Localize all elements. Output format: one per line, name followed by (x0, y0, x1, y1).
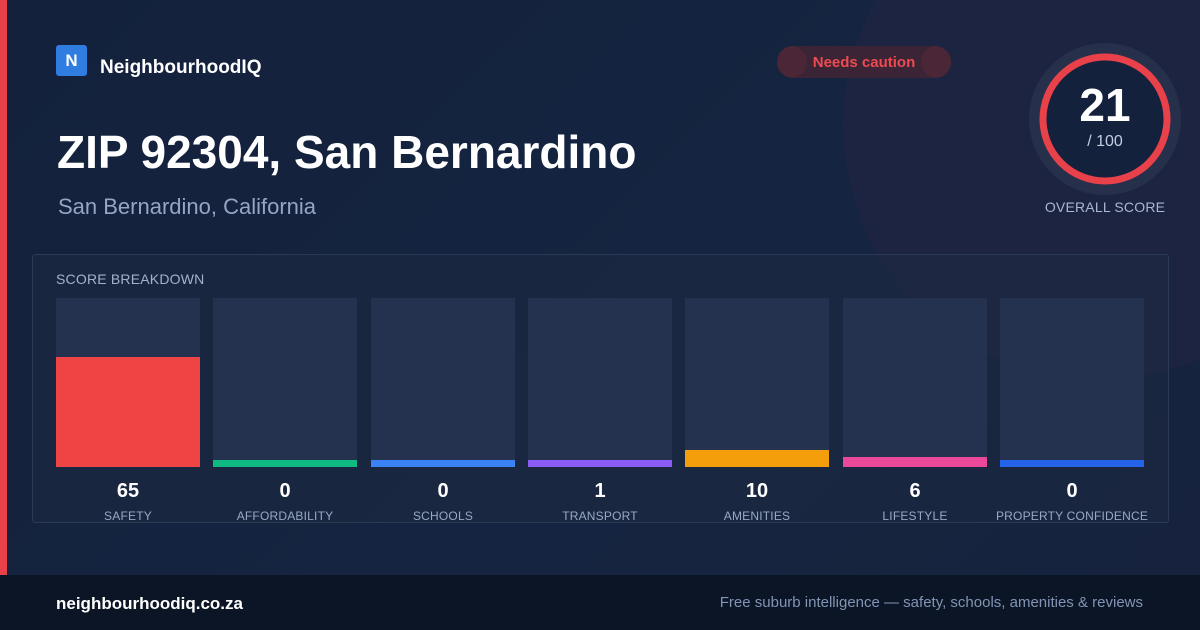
score-ring-stroke (1039, 53, 1171, 185)
bar-track (213, 298, 357, 467)
bar-label: AMENITIES (723, 509, 791, 523)
bar-fill (56, 357, 200, 467)
bar-value: 0 (437, 480, 449, 502)
bar-fill (843, 457, 987, 467)
bar-track (371, 298, 515, 467)
brand-name: NeighbourhoodIQ (100, 57, 262, 78)
footer-tagline: Free suburb intelligence — safety, schoo… (719, 594, 1143, 611)
page-subtitle: San Bernardino, California (58, 194, 317, 219)
bar-track (685, 298, 829, 467)
bar-fill (528, 460, 672, 467)
bar-label: SAFETY (104, 509, 152, 523)
bar-label: TRANSPORT (562, 509, 638, 523)
score-ring-graphic (1039, 53, 1171, 185)
bar-value: 65 (116, 480, 140, 502)
status-badge-label: Needs caution (812, 53, 916, 71)
bar-value: 1 (594, 480, 606, 502)
bar-fill (685, 450, 829, 467)
bar-value: 6 (909, 480, 921, 502)
bar-value: 10 (745, 480, 769, 502)
bar-value: 0 (279, 480, 291, 502)
status-badge: Needs caution (777, 46, 951, 78)
bar-label: AFFORDABILITY (236, 509, 334, 523)
page-title: ZIP 92304, San Bernardino (57, 126, 637, 178)
footer (0, 575, 1200, 630)
overall-score-ring (1029, 43, 1181, 195)
score-breakdown-title: SCORE BREAKDOWN (56, 271, 205, 287)
bar-fill (371, 460, 515, 467)
bar-track (56, 298, 200, 467)
bar-track (1000, 298, 1144, 467)
accent-bar (0, 0, 7, 575)
bar-label: SCHOOLS (412, 509, 474, 523)
overall-score-caption: OVERALL SCORE (1044, 199, 1166, 215)
bar-fill (1000, 460, 1144, 467)
bar-value: 0 (1066, 480, 1078, 502)
brand-logo-icon: N (56, 45, 87, 76)
overall-score-max: / 100 (1087, 133, 1123, 150)
bar-fill (213, 460, 357, 467)
footer-domain-link[interactable]: neighbourhoodiq.co.za (56, 594, 243, 613)
overall-score-value: 21 (1079, 79, 1131, 131)
bar-track (843, 298, 987, 467)
bar-track (528, 298, 672, 467)
bar-label: PROPERTY CONFIDENCE (995, 509, 1149, 523)
bar-label: LIFESTYLE (882, 509, 948, 523)
